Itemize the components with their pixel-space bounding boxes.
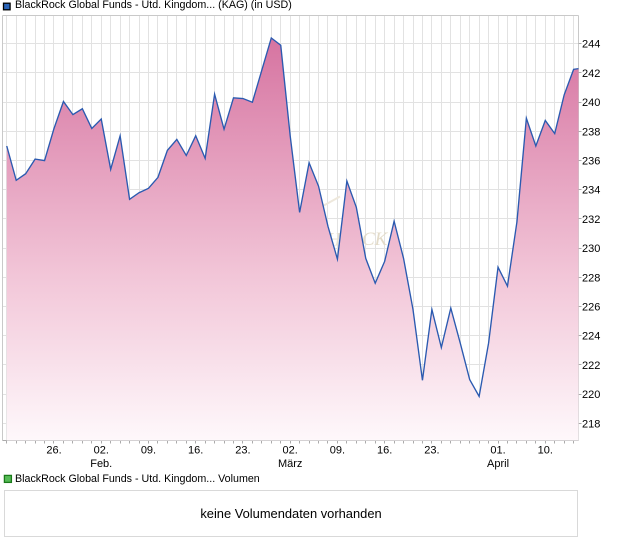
svg-text:09.: 09. [330,444,345,456]
svg-text:226: 226 [582,302,600,314]
svg-text:240: 240 [582,97,600,109]
svg-text:224: 224 [582,331,600,343]
svg-text:16.: 16. [188,444,203,456]
svg-text:228: 228 [582,272,600,284]
svg-text:02.: 02. [94,444,109,456]
svg-text:02.: 02. [283,444,298,456]
svg-text:01.: 01. [490,444,505,456]
svg-text:242: 242 [582,68,600,80]
svg-text:234: 234 [582,185,600,197]
svg-text:238: 238 [582,126,600,138]
svg-text:232: 232 [582,214,600,226]
svg-text:222: 222 [582,360,600,372]
svg-text:Feb.: Feb. [90,458,112,470]
svg-text:März: März [278,458,302,470]
svg-text:23.: 23. [424,444,439,456]
svg-text:April: April [487,458,509,470]
svg-text:09.: 09. [141,444,156,456]
svg-text:23.: 23. [235,444,250,456]
svg-text:CK: CK [362,229,389,250]
svg-text:26.: 26. [46,444,61,456]
svg-text:16.: 16. [377,444,392,456]
svg-text:230: 230 [582,243,600,255]
svg-text:218: 218 [582,418,600,430]
svg-text:220: 220 [582,389,600,401]
svg-text:244: 244 [582,39,600,51]
svg-text:236: 236 [582,156,600,168]
svg-text:10.: 10. [538,444,553,456]
